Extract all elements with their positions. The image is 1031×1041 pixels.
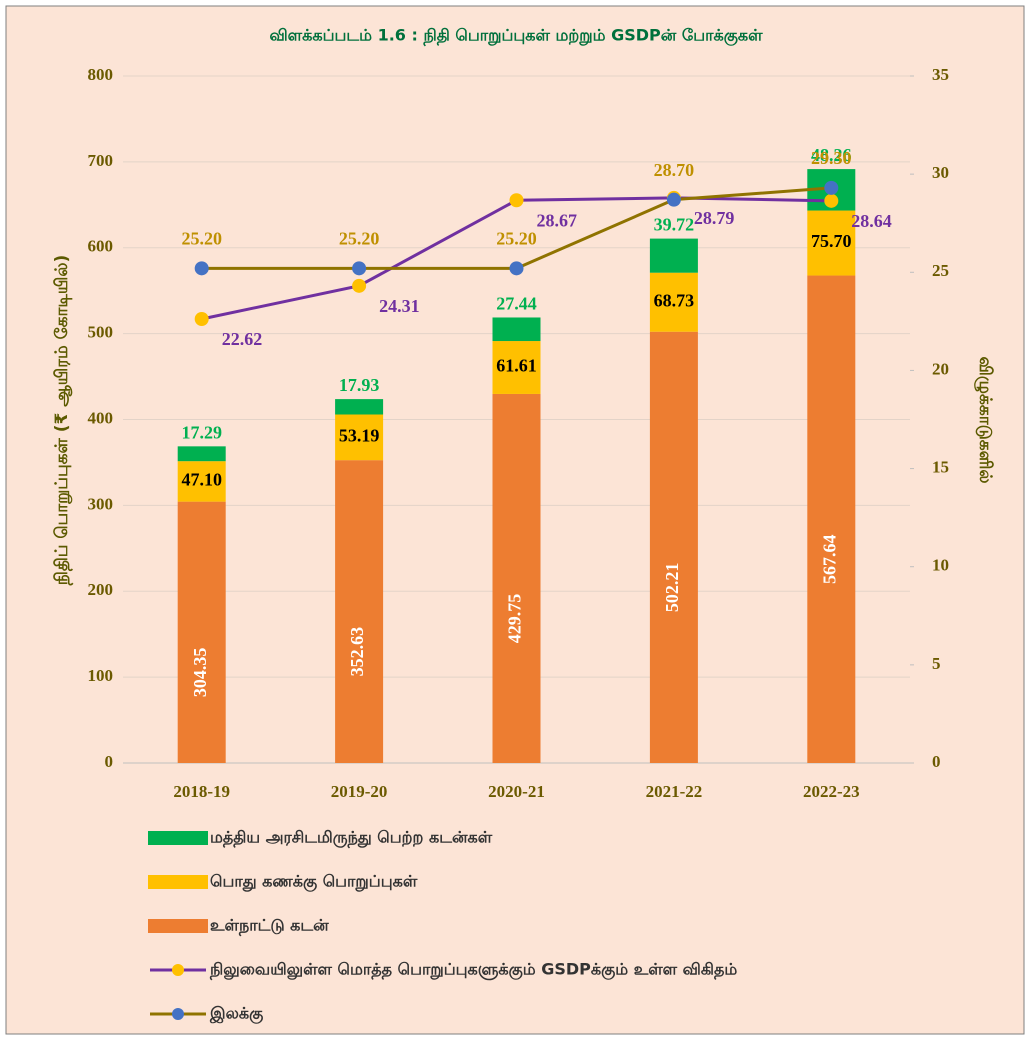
bar-segment	[335, 460, 384, 763]
line-value-label: 28.79	[694, 208, 735, 228]
y2-tick-label: 35	[932, 65, 949, 84]
y-tick-label: 600	[88, 237, 114, 256]
bar-value-label: 61.61	[496, 356, 537, 376]
y2-tick-label: 25	[932, 261, 949, 280]
bar-segment	[649, 272, 698, 332]
line-marker	[824, 193, 839, 208]
line-marker	[352, 278, 367, 293]
line-value-label: 24.31	[379, 296, 420, 316]
bar-value-label: 48.26	[811, 145, 852, 165]
legend-swatch-marker	[172, 964, 184, 976]
bar-segment	[492, 341, 541, 394]
bar-segment	[335, 399, 384, 415]
legend-label: உள்நாட்டு கடன்	[210, 916, 329, 936]
legend-label: பொது கணக்கு பொறுப்புகள்	[210, 872, 418, 893]
legend-swatch	[148, 831, 208, 845]
bar-value-label: 304.35	[190, 648, 210, 698]
bar-value-label: 39.72	[654, 215, 695, 235]
bar-segment	[649, 238, 698, 273]
bar-value-label: 429.75	[505, 594, 525, 644]
bar-value-label: 75.70	[811, 231, 852, 251]
bar-value-label: 567.64	[819, 535, 839, 585]
bar-segment	[177, 501, 226, 763]
chart-title: விளக்கப்படம் 1.6 : நிதி பொறுப்புகள் மற்ற…	[269, 26, 763, 47]
bar-segment	[807, 210, 856, 276]
legend-label: மத்திய அரசிடமிருந்து பெற்ற கடன்கள்	[210, 828, 493, 848]
line-value-label: 25.20	[339, 228, 380, 248]
y2-tick-label: 0	[932, 752, 941, 771]
line-value-label: 28.70	[654, 160, 695, 180]
line-value-label: 28.67	[537, 210, 578, 230]
y-tick-label: 400	[88, 408, 114, 427]
bar-value-label: 502.21	[662, 563, 682, 613]
y-tick-label: 100	[88, 666, 114, 685]
bar-segment	[177, 446, 226, 462]
x-tick-label: 2022-23	[803, 782, 860, 801]
line-marker	[666, 192, 681, 207]
y-tick-label: 500	[88, 323, 114, 342]
bar-segment	[649, 331, 698, 763]
legend-swatch	[148, 875, 208, 889]
x-tick-label: 2018-19	[173, 782, 230, 801]
line-value-label: 22.62	[222, 329, 263, 349]
line-marker	[194, 261, 209, 276]
y-tick-label: 0	[105, 752, 114, 771]
y2-tick-label: 30	[932, 163, 949, 182]
bar-value-label: 352.63	[347, 627, 367, 677]
bar-segment	[492, 393, 541, 763]
bar-segment	[807, 275, 856, 763]
legend-swatch	[148, 919, 208, 933]
legend-label: நிலுவையிலுள்ள மொத்த பொறுப்புகளுக்கும் GS…	[209, 960, 737, 981]
legend-label: இலக்கு	[209, 1004, 263, 1025]
y-tick-label: 700	[88, 151, 114, 170]
line-marker	[509, 193, 524, 208]
bar-segment	[335, 414, 384, 461]
bar-value-label: 17.93	[339, 375, 380, 395]
line-marker	[352, 261, 367, 276]
bar-value-label: 53.19	[339, 425, 380, 445]
line-value-label: 29.30	[811, 148, 852, 168]
y2-tick-label: 15	[932, 457, 949, 476]
bar-value-label: 17.29	[181, 422, 222, 442]
line-value-label: 25.20	[496, 228, 537, 248]
y-tick-label: 800	[88, 65, 114, 84]
bar-value-label: 27.44	[496, 294, 537, 314]
y2-tick-label: 10	[932, 556, 949, 575]
y-axis-title: நிதிப் பொறுப்புகள் (₹ ஆயிரம் கோடியில்)	[52, 255, 74, 587]
x-tick-label: 2020-21	[488, 782, 545, 801]
line-marker	[509, 261, 524, 276]
x-tick-label: 2019-20	[331, 782, 388, 801]
bar-value-label: 68.73	[654, 290, 695, 310]
line-marker	[824, 180, 839, 195]
y-tick-label: 300	[88, 494, 114, 513]
line-value-label: 28.64	[851, 211, 892, 231]
line-marker	[194, 312, 209, 327]
bar-segment	[492, 317, 541, 342]
y-tick-label: 200	[88, 580, 114, 599]
y2-axis-title: விழுக்காடுகளில்	[974, 356, 995, 483]
bar-value-label: 47.10	[181, 470, 222, 490]
line-value-label: 25.20	[181, 228, 222, 248]
legend-swatch-marker	[172, 1008, 184, 1020]
y2-tick-label: 5	[932, 654, 941, 673]
bar-segment	[177, 461, 226, 502]
y2-tick-label: 20	[932, 359, 949, 378]
x-tick-label: 2021-22	[646, 782, 703, 801]
